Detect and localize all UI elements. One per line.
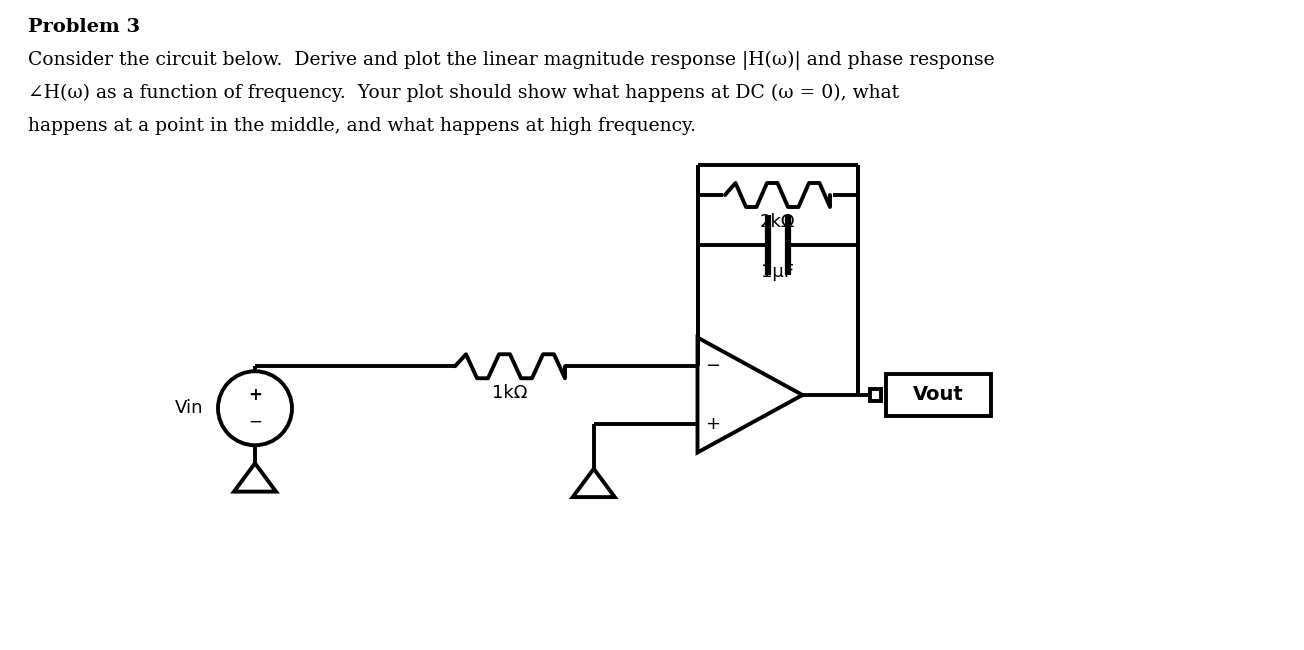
Text: Vin: Vin bbox=[175, 399, 203, 417]
Text: −: − bbox=[705, 358, 720, 375]
Bar bbox=[870, 389, 882, 401]
Text: +: + bbox=[248, 386, 262, 404]
Text: 2kΩ: 2kΩ bbox=[760, 213, 795, 231]
Text: Problem 3: Problem 3 bbox=[27, 18, 140, 36]
Text: ∠H(ω) as a function of frequency.  Your plot should show what happens at DC (ω =: ∠H(ω) as a function of frequency. Your p… bbox=[27, 84, 900, 102]
Text: 1μF: 1μF bbox=[762, 263, 794, 281]
Bar bbox=[885, 374, 991, 416]
Text: Consider the circuit below.  Derive and plot the linear magnitude response |H(ω): Consider the circuit below. Derive and p… bbox=[27, 51, 995, 70]
Text: happens at a point in the middle, and what happens at high frequency.: happens at a point in the middle, and wh… bbox=[27, 117, 696, 135]
Text: −: − bbox=[248, 412, 262, 430]
Text: Vout: Vout bbox=[913, 385, 964, 404]
Text: 1kΩ: 1kΩ bbox=[493, 384, 528, 402]
Text: +: + bbox=[705, 415, 720, 433]
